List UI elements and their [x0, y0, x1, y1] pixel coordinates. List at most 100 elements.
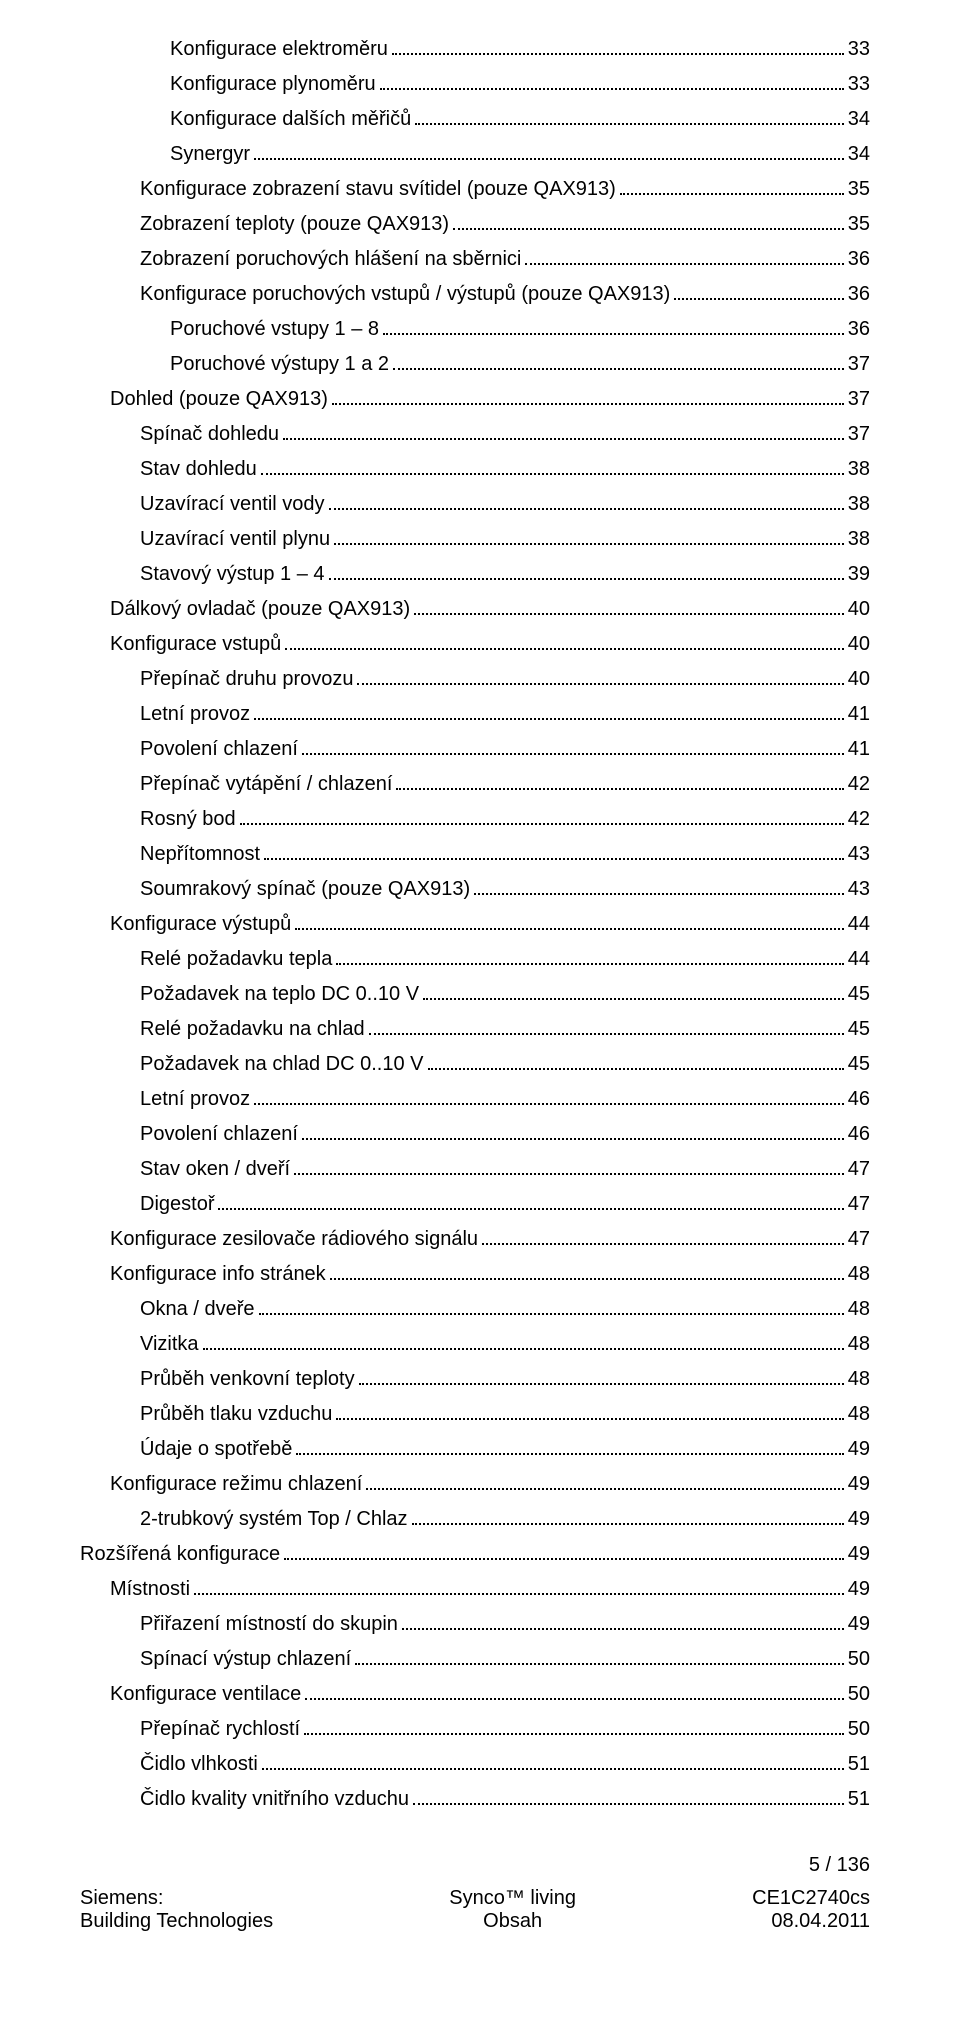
toc-entry[interactable]: Nepřítomnost43 — [80, 839, 870, 869]
toc-entry-page: 38 — [848, 454, 870, 484]
toc-entry[interactable]: Konfigurace ventilace50 — [80, 1679, 870, 1709]
toc-entry[interactable]: Dálkový ovladač (pouze QAX913)40 — [80, 594, 870, 624]
toc-entry[interactable]: Stav oken / dveří47 — [80, 1154, 870, 1184]
toc-entry[interactable]: Konfigurace dalších měřičů 34 — [80, 104, 870, 134]
toc-entry[interactable]: Uzavírací ventil vody38 — [80, 489, 870, 519]
toc-entry-label: Konfigurace režimu chlazení — [110, 1469, 362, 1499]
toc-entry-label: Přepínač druhu provozu — [140, 664, 353, 694]
toc-leader-dots — [423, 998, 844, 1000]
toc-entry-page: 47 — [848, 1189, 870, 1219]
toc-entry[interactable]: Přepínač rychlostí50 — [80, 1714, 870, 1744]
toc-entry-label: Spínač dohledu — [140, 419, 279, 449]
toc-entry[interactable]: Vizitka48 — [80, 1329, 870, 1359]
toc-entry[interactable]: Čidlo kvality vnitřního vzduchu51 — [80, 1784, 870, 1814]
toc-entry[interactable]: Dohled (pouze QAX913)37 — [80, 384, 870, 414]
toc-entry[interactable]: Místnosti49 — [80, 1574, 870, 1604]
toc-entry-page: 35 — [848, 209, 870, 239]
toc-entry[interactable]: Zobrazení teploty (pouze QAX913)35 — [80, 209, 870, 239]
document-page: Konfigurace elektroměru33 Konfigurace ply… — [0, 0, 960, 2043]
toc-entry[interactable]: Konfigurace režimu chlazení49 — [80, 1469, 870, 1499]
toc-entry[interactable]: Relé požadavku na chlad45 — [80, 1014, 870, 1044]
toc-entry[interactable]: Povolení chlazení41 — [80, 734, 870, 764]
toc-entry-label: Přepínač rychlostí — [140, 1714, 300, 1744]
toc-entry[interactable]: Stav dohledu38 — [80, 454, 870, 484]
toc-entry-page: 39 — [848, 559, 870, 589]
toc-entry[interactable]: Konfigurace elektroměru33 — [80, 34, 870, 64]
toc-leader-dots — [283, 438, 844, 440]
toc-entry[interactable]: Přepínač druhu provozu40 — [80, 664, 870, 694]
toc-entry-page: 34 — [848, 104, 870, 134]
toc-entry-label: Průběh tlaku vzduchu — [140, 1399, 332, 1429]
toc-entry[interactable]: Požadavek na teplo DC 0..10 V45 — [80, 979, 870, 1009]
toc-leader-dots — [262, 1768, 844, 1770]
footer-right-top: CE1C2740cs — [752, 1887, 870, 1910]
toc-entry[interactable]: Letní provoz46 — [80, 1084, 870, 1114]
footer-right: CE1C2740cs 08.04.2011 — [752, 1887, 870, 1933]
toc-leader-dots — [357, 683, 843, 685]
toc-entry[interactable]: Spínač dohledu37 — [80, 419, 870, 449]
toc-entry[interactable]: Přiřazení místností do skupin49 — [80, 1609, 870, 1639]
toc-entry[interactable]: Soumrakový spínač (pouze QAX913)43 — [80, 874, 870, 904]
toc-entry[interactable]: Povolení chlazení46 — [80, 1119, 870, 1149]
toc-entry[interactable]: 2-trubkový systém Top / Chlaz49 — [80, 1504, 870, 1534]
toc-leader-dots — [294, 1173, 844, 1175]
toc-entry-label: Relé požadavku na chlad — [140, 1014, 365, 1044]
toc-entry-label: Letní provoz — [140, 1084, 250, 1114]
toc-entry-page: 34 — [848, 139, 870, 169]
toc-entry[interactable]: Průběh tlaku vzduchu48 — [80, 1399, 870, 1429]
toc-entry-page: 47 — [848, 1224, 870, 1254]
toc-entry-page: 50 — [848, 1644, 870, 1674]
toc-entry-page: 49 — [848, 1539, 870, 1569]
toc-entry[interactable]: Synergyr34 — [80, 139, 870, 169]
toc-entry[interactable]: Konfigurace zobrazení stavu svítidel (po… — [80, 174, 870, 204]
toc-entry[interactable]: Zobrazení poruchových hlášení na sběrnic… — [80, 244, 870, 274]
toc-entry-page: 48 — [848, 1329, 870, 1359]
toc-entry[interactable]: Stavový výstup 1 – 439 — [80, 559, 870, 589]
toc-entry[interactable]: Poruchové vstupy 1 – 836 — [80, 314, 870, 344]
footer-right-bottom: 08.04.2011 — [752, 1910, 870, 1933]
toc-entry-page: 41 — [848, 734, 870, 764]
toc-entry[interactable]: Digestoř47 — [80, 1189, 870, 1219]
toc-entry[interactable]: Údaje o spotřebě49 — [80, 1434, 870, 1464]
toc-entry[interactable]: Konfigurace vstupů40 — [80, 629, 870, 659]
toc-entry[interactable]: Konfigurace zesilovače rádiového signálu… — [80, 1224, 870, 1254]
toc-entry-label: Konfigurace dalších měřičů — [170, 104, 411, 134]
toc-entry[interactable]: Konfigurace poruchových vstupů / výstupů… — [80, 279, 870, 309]
toc-entry[interactable]: Rozšířená konfigurace49 — [80, 1539, 870, 1569]
toc-entry[interactable]: Letní provoz41 — [80, 699, 870, 729]
toc-entry[interactable]: Spínací výstup chlazení 50 — [80, 1644, 870, 1674]
toc-entry-page: 38 — [848, 489, 870, 519]
toc-entry[interactable]: Čidlo vlhkosti51 — [80, 1749, 870, 1779]
toc-entry-label: Relé požadavku tepla — [140, 944, 332, 974]
toc-leader-dots — [412, 1523, 844, 1525]
toc-leader-dots — [329, 508, 844, 510]
toc-leader-dots — [380, 88, 844, 90]
toc-entry[interactable]: Konfigurace info stránek48 — [80, 1259, 870, 1289]
page-number: 5 / 136 — [80, 1854, 870, 1877]
toc-entry[interactable]: Rosný bod42 — [80, 804, 870, 834]
toc-leader-dots — [414, 613, 844, 615]
toc-leader-dots — [302, 1138, 844, 1140]
toc-entry-label: Místnosti — [110, 1574, 190, 1604]
toc-entry[interactable]: Uzavírací ventil plynu38 — [80, 524, 870, 554]
toc-leader-dots — [336, 963, 843, 965]
toc-entry-label: Průběh venkovní teploty — [140, 1364, 355, 1394]
footer-left: Siemens: Building Technologies — [80, 1887, 273, 1933]
toc-entry[interactable]: Konfigurace výstupů44 — [80, 909, 870, 939]
toc-leader-dots — [329, 578, 844, 580]
toc-leader-dots — [240, 823, 844, 825]
toc-entry-label: Poruchové vstupy 1 – 8 — [170, 314, 379, 344]
toc-entry[interactable]: Okna / dveře48 — [80, 1294, 870, 1324]
toc-entry[interactable]: Poruchové výstupy 1 a 237 — [80, 349, 870, 379]
toc-entry-label: Spínací výstup chlazení — [140, 1644, 351, 1674]
toc-entry-label: Konfigurace poruchových vstupů / výstupů… — [140, 279, 670, 309]
toc-entry[interactable]: Přepínač vytápění / chlazení42 — [80, 769, 870, 799]
toc-entry[interactable]: Průběh venkovní teploty48 — [80, 1364, 870, 1394]
toc-entry-page: 49 — [848, 1434, 870, 1464]
toc-entry[interactable]: Relé požadavku tepla44 — [80, 944, 870, 974]
toc-entry-page: 36 — [848, 244, 870, 274]
toc-entry-page: 43 — [848, 874, 870, 904]
toc-entry[interactable]: Konfigurace plynoměru33 — [80, 69, 870, 99]
toc-entry[interactable]: Požadavek na chlad DC 0..10 V45 — [80, 1049, 870, 1079]
toc-leader-dots — [330, 1278, 844, 1280]
